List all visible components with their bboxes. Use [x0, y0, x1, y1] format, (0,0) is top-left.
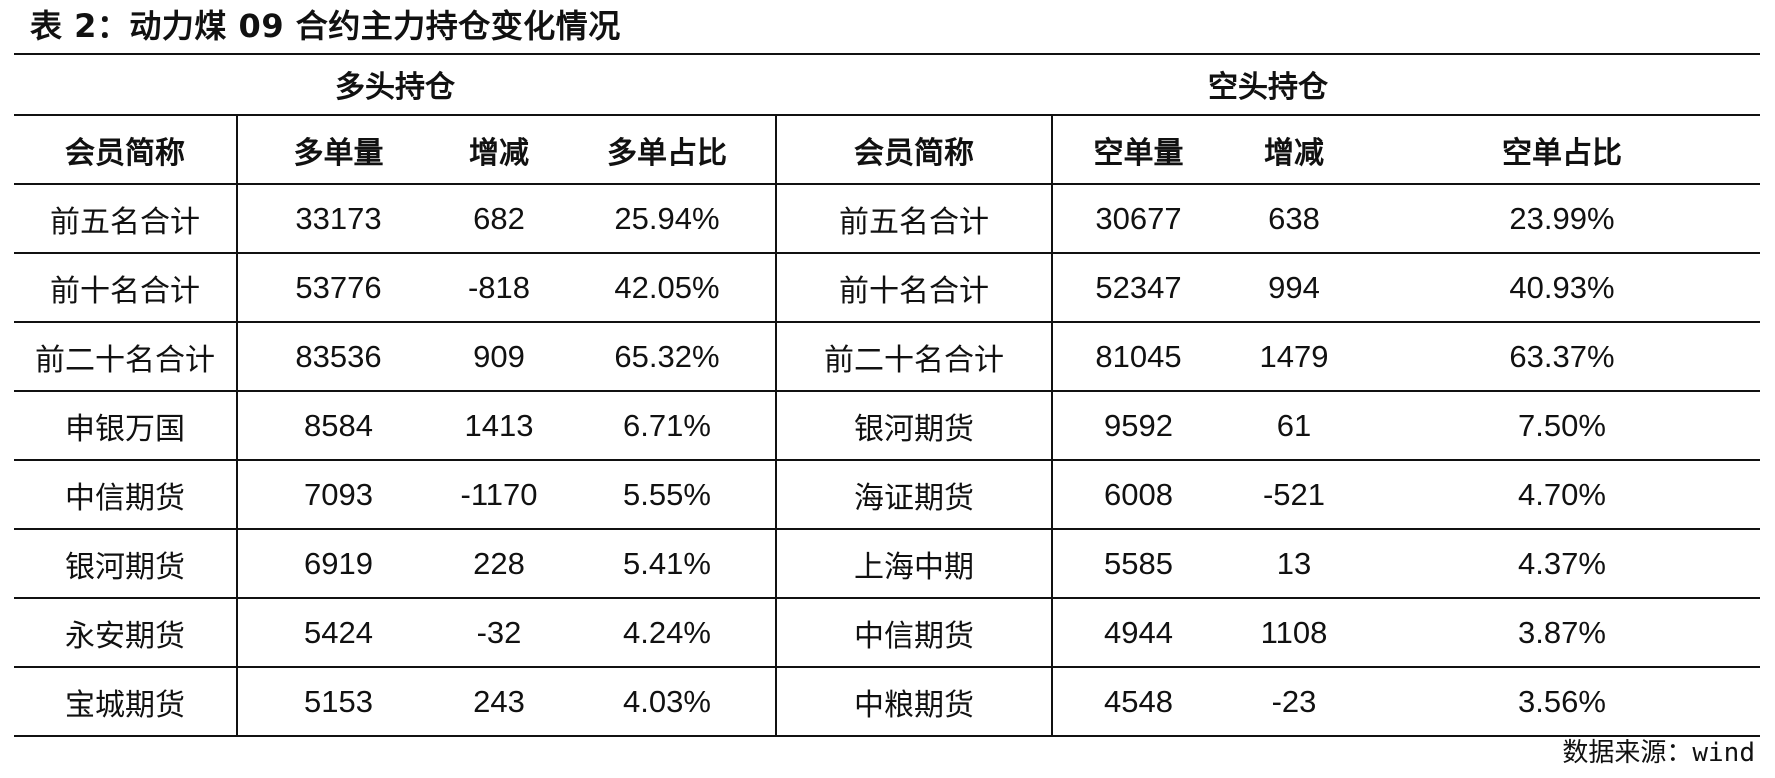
- long-share-cell: 4.24%: [559, 598, 777, 668]
- short-change-cell: 1479: [1224, 322, 1364, 392]
- long-volume-cell: 7093: [237, 460, 439, 530]
- short-change-cell: -23: [1224, 667, 1364, 737]
- long-share-cell: 65.32%: [559, 322, 777, 392]
- short-member-cell: 前二十名合计: [776, 322, 1053, 392]
- short-share-cell: 7.50%: [1364, 391, 1760, 461]
- source-value: wind: [1692, 738, 1755, 768]
- long-volume-header: 多单量: [237, 115, 439, 185]
- short-volume-header: 空单量: [1052, 115, 1224, 185]
- short-member-cell: 前十名合计: [776, 253, 1053, 323]
- long-share-cell: 6.71%: [559, 391, 777, 461]
- short-member-cell: 银河期货: [776, 391, 1053, 461]
- long-volume-cell: 33173: [237, 184, 439, 254]
- short-change-cell: -521: [1224, 460, 1364, 530]
- short-member-cell: 海证期货: [776, 460, 1053, 530]
- short-member-header: 会员简称: [776, 115, 1053, 185]
- long-member-cell: 宝城期货: [14, 667, 238, 737]
- short-share-cell: 3.56%: [1364, 667, 1760, 737]
- table-row: 银河期货 6919 228 5.41% 上海中期 5585 13 4.37%: [14, 529, 1760, 599]
- short-volume-cell: 4944: [1052, 598, 1224, 668]
- long-share-cell: 5.55%: [559, 460, 777, 530]
- group-header-row: 多头持仓 空头持仓: [14, 54, 1760, 116]
- column-header-row: 会员简称 多单量 增减 多单占比 会员简称 空单量 增减 空单占比: [14, 115, 1760, 185]
- short-member-cell: 前五名合计: [776, 184, 1053, 254]
- long-change-cell: 243: [439, 667, 559, 737]
- short-share-cell: 63.37%: [1364, 322, 1760, 392]
- long-share-cell: 5.41%: [559, 529, 777, 599]
- long-member-cell: 前五名合计: [14, 184, 238, 254]
- long-change-cell: 909: [439, 322, 559, 392]
- long-volume-cell: 8584: [237, 391, 439, 461]
- long-share-header: 多单占比: [559, 115, 777, 185]
- short-volume-cell: 5585: [1052, 529, 1224, 599]
- short-change-cell: 1108: [1224, 598, 1364, 668]
- short-change-cell: 638: [1224, 184, 1364, 254]
- short-volume-cell: 81045: [1052, 322, 1224, 392]
- short-member-cell: 上海中期: [776, 529, 1053, 599]
- long-change-cell: -32: [439, 598, 559, 668]
- long-change-cell: 1413: [439, 391, 559, 461]
- table-row: 前十名合计 53776 -818 42.05% 前十名合计 52347 994 …: [14, 253, 1760, 323]
- long-share-cell: 25.94%: [559, 184, 777, 254]
- short-volume-cell: 4548: [1052, 667, 1224, 737]
- long-volume-cell: 83536: [237, 322, 439, 392]
- short-share-header: 空单占比: [1364, 115, 1760, 185]
- table-row: 中信期货 7093 -1170 5.55% 海证期货 6008 -521 4.7…: [14, 460, 1760, 530]
- short-volume-cell: 9592: [1052, 391, 1224, 461]
- long-member-header: 会员简称: [14, 115, 238, 185]
- table-title: 表 2：动力煤 09 合约主力持仓变化情况: [30, 7, 621, 45]
- short-volume-cell: 52347: [1052, 253, 1224, 323]
- short-group-header: 空头持仓: [776, 54, 1760, 116]
- long-change-cell: 682: [439, 184, 559, 254]
- table-row: 永安期货 5424 -32 4.24% 中信期货 4944 1108 3.87%: [14, 598, 1760, 668]
- long-member-cell: 前二十名合计: [14, 322, 238, 392]
- long-member-cell: 永安期货: [14, 598, 238, 668]
- long-group-header: 多头持仓: [14, 54, 776, 116]
- table-row: 宝城期货 5153 243 4.03% 中粮期货 4548 -23 3.56%: [14, 667, 1760, 737]
- short-share-cell: 40.93%: [1364, 253, 1760, 323]
- long-share-cell: 4.03%: [559, 667, 777, 737]
- long-volume-cell: 53776: [237, 253, 439, 323]
- long-member-cell: 银河期货: [14, 529, 238, 599]
- source-note: 数据来源：wind: [1562, 732, 1755, 769]
- short-share-cell: 4.70%: [1364, 460, 1760, 530]
- source-label: 数据来源：: [1562, 738, 1693, 768]
- long-volume-cell: 5424: [237, 598, 439, 668]
- long-volume-cell: 5153: [237, 667, 439, 737]
- short-volume-cell: 6008: [1052, 460, 1224, 530]
- long-change-cell: 228: [439, 529, 559, 599]
- table-row: 前五名合计 33173 682 25.94% 前五名合计 30677 638 2…: [14, 184, 1760, 254]
- long-volume-cell: 6919: [237, 529, 439, 599]
- short-share-cell: 3.87%: [1364, 598, 1760, 668]
- short-share-cell: 4.37%: [1364, 529, 1760, 599]
- table-row: 申银万国 8584 1413 6.71% 银河期货 9592 61 7.50%: [14, 391, 1760, 461]
- long-member-cell: 申银万国: [14, 391, 238, 461]
- long-member-cell: 前十名合计: [14, 253, 238, 323]
- short-change-header: 增减: [1224, 115, 1364, 185]
- positions-table: 多头持仓 空头持仓 会员简称 多单量 增减 多单占比 会员简称 空单量 增减 空…: [14, 54, 1760, 737]
- short-change-cell: 994: [1224, 253, 1364, 323]
- short-share-cell: 23.99%: [1364, 184, 1760, 254]
- short-member-cell: 中粮期货: [776, 667, 1053, 737]
- short-member-cell: 中信期货: [776, 598, 1053, 668]
- short-change-cell: 61: [1224, 391, 1364, 461]
- long-change-cell: -818: [439, 253, 559, 323]
- short-change-cell: 13: [1224, 529, 1364, 599]
- short-volume-cell: 30677: [1052, 184, 1224, 254]
- long-share-cell: 42.05%: [559, 253, 777, 323]
- table-row: 前二十名合计 83536 909 65.32% 前二十名合计 81045 147…: [14, 322, 1760, 392]
- long-member-cell: 中信期货: [14, 460, 238, 530]
- long-change-header: 增减: [439, 115, 559, 185]
- long-change-cell: -1170: [439, 460, 559, 530]
